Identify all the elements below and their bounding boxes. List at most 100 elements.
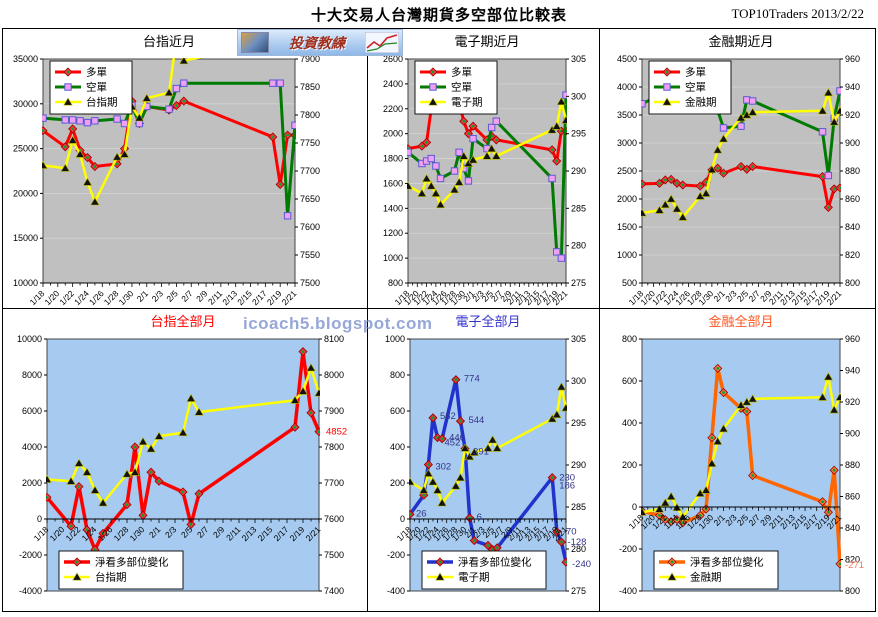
svg-text:2/21: 2/21 (825, 288, 844, 307)
svg-text:860: 860 (845, 194, 860, 204)
svg-text:台指期: 台指期 (95, 571, 127, 584)
svg-text:-4000: -4000 (19, 586, 42, 596)
svg-text:544: 544 (468, 415, 484, 426)
svg-text:940: 940 (845, 82, 860, 92)
svg-text:960: 960 (845, 54, 860, 64)
finance-all-months-chart: 1/181/201/221/241/261/281/302/12/32/52/7… (619, 314, 864, 596)
svg-text:金融全部月: 金融全部月 (708, 314, 773, 329)
svg-text:金融期近月: 金融期近月 (708, 34, 773, 49)
logo-banner: 投資教練 (237, 29, 403, 56)
svg-text:25000: 25000 (13, 144, 38, 154)
svg-text:7900: 7900 (324, 406, 344, 416)
svg-text:285: 285 (571, 203, 586, 213)
svg-text:7500: 7500 (324, 550, 344, 560)
svg-text:電子期: 電子期 (458, 572, 490, 584)
svg-text:302: 302 (435, 462, 451, 473)
svg-text:空單: 空單 (451, 81, 472, 94)
svg-text:285: 285 (571, 502, 586, 512)
svg-text:2200: 2200 (383, 104, 403, 114)
svg-text:-2000: -2000 (19, 550, 42, 560)
svg-text:0: 0 (37, 514, 42, 524)
svg-text:0: 0 (400, 514, 405, 524)
svg-text:3000: 3000 (617, 138, 637, 148)
svg-text:空單: 空單 (86, 81, 107, 94)
svg-text:4500: 4500 (617, 54, 637, 64)
svg-text:446: 446 (449, 433, 465, 444)
svg-text:1400: 1400 (383, 203, 403, 213)
svg-text:7800: 7800 (324, 442, 344, 452)
svg-text:1000: 1000 (383, 253, 403, 263)
svg-text:940: 940 (845, 366, 860, 376)
svg-text:金融期: 金融期 (685, 96, 717, 109)
svg-text:820: 820 (845, 250, 860, 260)
svg-text:7900: 7900 (300, 54, 320, 64)
chart-cell-electronics-all: 1/18 1/20 1/22 1/24 1/26 1/28 1/30 2/1 2/3 2/5 2/7… (367, 308, 600, 612)
svg-text:2/1: 2/1 (135, 288, 151, 304)
svg-text:淨看多部位變化: 淨看多部位變化 (458, 556, 532, 569)
svg-text:7600: 7600 (324, 514, 344, 524)
svg-text:820: 820 (845, 555, 860, 565)
electronics-near-month-chart: 1/181/201/221/241/261/281/302/12/32/52/7… (383, 34, 586, 307)
svg-text:295: 295 (571, 129, 586, 139)
svg-text:200: 200 (622, 460, 637, 470)
svg-text:305: 305 (571, 54, 586, 64)
svg-text:10000: 10000 (17, 334, 42, 344)
svg-text:電子期近月: 電子期近月 (454, 34, 519, 49)
svg-text:2/3: 2/3 (150, 288, 166, 304)
svg-text:20000: 20000 (13, 188, 38, 198)
svg-text:多單: 多單 (86, 66, 107, 79)
svg-text:900: 900 (845, 138, 860, 148)
svg-text:7600: 7600 (300, 222, 320, 232)
logo-chart-icon (365, 32, 399, 53)
report-date-label: TOP10Traders 2013/2/22 (731, 6, 864, 21)
svg-text:26: 26 (416, 508, 427, 519)
svg-text:7850: 7850 (300, 82, 320, 92)
svg-text:800: 800 (390, 370, 405, 380)
svg-text:6000: 6000 (22, 406, 42, 416)
svg-text:台指近月: 台指近月 (143, 34, 195, 49)
svg-text:800: 800 (622, 334, 637, 344)
svg-text:金融期: 金融期 (690, 571, 722, 584)
svg-text:30000: 30000 (13, 99, 38, 109)
svg-text:880: 880 (845, 460, 860, 470)
svg-text:900: 900 (845, 429, 860, 439)
svg-text:1/30: 1/30 (117, 288, 136, 307)
svg-text:290: 290 (571, 166, 586, 176)
svg-text:淨看多部位變化: 淨看多部位變化 (690, 556, 764, 569)
logo-photo (241, 32, 269, 53)
svg-text:200: 200 (390, 478, 405, 488)
svg-text:2600: 2600 (383, 54, 403, 64)
svg-text:800: 800 (388, 278, 403, 288)
svg-text:-200: -200 (387, 550, 405, 560)
svg-text:空單: 空單 (685, 81, 706, 94)
svg-text:800: 800 (845, 278, 860, 288)
svg-text:920: 920 (845, 110, 860, 120)
electronics-all-months-chart: 1/181/201/221/241/261/281/302/12/32/52/7… (385, 314, 591, 596)
svg-text:7700: 7700 (300, 166, 320, 176)
chart-cell-finance-all: 1/18 1/20 1/22 1/24 1/26 1/28 1/30 2/1 2/3 2/5 2/7… (599, 308, 876, 612)
svg-text:1200: 1200 (383, 228, 403, 238)
svg-text:300: 300 (571, 376, 586, 386)
svg-text:290: 290 (571, 460, 586, 470)
svg-text:2/7: 2/7 (179, 288, 195, 304)
svg-text:0: 0 (632, 502, 637, 512)
svg-text:280: 280 (571, 544, 586, 554)
svg-text:7500: 7500 (300, 278, 320, 288)
svg-text:電子期: 電子期 (451, 97, 483, 109)
svg-text:15000: 15000 (13, 233, 38, 243)
svg-text:500: 500 (622, 278, 637, 288)
svg-text:2500: 2500 (617, 166, 637, 176)
svg-text:7800: 7800 (300, 110, 320, 120)
svg-text:305: 305 (571, 334, 586, 344)
svg-text:7750: 7750 (300, 138, 320, 148)
svg-text:230: 230 (559, 473, 575, 484)
svg-text:4852: 4852 (326, 427, 347, 438)
svg-text:295: 295 (571, 418, 586, 428)
svg-text:562: 562 (440, 411, 456, 422)
svg-text:淨看多部位變化: 淨看多部位變化 (95, 556, 169, 569)
svg-text:2400: 2400 (383, 79, 403, 89)
svg-text:台指期: 台指期 (86, 96, 118, 109)
svg-text:600: 600 (622, 376, 637, 386)
svg-text:6: 6 (477, 512, 482, 523)
svg-text:1500: 1500 (617, 222, 637, 232)
